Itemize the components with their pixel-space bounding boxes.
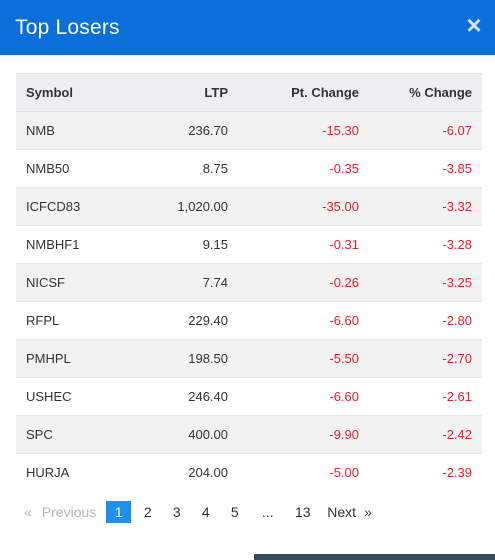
table-row: NMBHF1 9.15 -0.31 -3.28 — [16, 225, 482, 264]
cell-pct-change: -3.85 — [442, 161, 472, 176]
column-header-symbol[interactable]: Symbol — [16, 73, 137, 112]
next-page-button[interactable]: Next » — [327, 504, 372, 520]
cell-pt-change: -5.50 — [329, 351, 359, 366]
table-row: USHEC 246.40 -6.60 -2.61 — [16, 377, 482, 416]
cell-pct-change: -2.42 — [442, 427, 472, 442]
pagination: « Previous 1 2 3 4 5 ... 13 Next » — [24, 500, 372, 524]
cell-symbol: ICFCD83 — [26, 199, 81, 214]
previous-label: Previous — [41, 504, 97, 520]
column-header-pct-change[interactable]: % Change — [359, 73, 482, 112]
cell-pct-change: -2.39 — [442, 465, 472, 481]
page-button-2[interactable]: 2 — [143, 504, 152, 520]
table-header-row: Symbol LTP Pt. Change % Change — [16, 73, 482, 112]
table-row: SPC 400.00 -9.90 -2.42 — [16, 415, 482, 454]
cell-ltp: 400.00 — [188, 427, 228, 442]
cell-pct-change: -6.07 — [442, 123, 472, 138]
cell-symbol: HURJA — [26, 465, 70, 481]
close-icon[interactable]: × — [466, 10, 482, 40]
losers-table: Symbol LTP Pt. Change % Change NMB 236.7… — [16, 73, 482, 492]
cell-pt-change: -15.30 — [322, 123, 359, 138]
cell-pt-change: -9.90 — [329, 427, 359, 442]
double-chevron-right-icon: » — [364, 504, 372, 520]
next-label: Next — [327, 504, 357, 520]
cell-ltp: 8.75 — [202, 161, 228, 176]
pagination-ellipsis: ... — [261, 504, 274, 520]
cell-ltp: 236.70 — [188, 123, 228, 138]
page-button-1[interactable]: 1 — [106, 501, 132, 523]
cell-ltp: 246.40 — [188, 389, 228, 404]
cell-pt-change: -35.00 — [322, 199, 359, 214]
cell-pt-change: -6.60 — [329, 389, 359, 404]
table-row: RFPL 229.40 -6.60 -2.80 — [16, 301, 482, 340]
cell-ltp: 198.50 — [188, 351, 228, 366]
cell-pct-change: -2.61 — [442, 389, 472, 404]
cell-pt-change: -0.35 — [329, 161, 359, 176]
page-button-3[interactable]: 3 — [172, 504, 181, 520]
page-button-13[interactable]: 13 — [294, 504, 311, 520]
cell-pct-change: -2.80 — [442, 313, 472, 328]
table-row: PMHPL 198.50 -5.50 -2.70 — [16, 339, 482, 378]
bottom-strip-light — [0, 554, 254, 560]
modal-header: Top Losers × — [0, 0, 495, 55]
cell-pct-change: -3.32 — [442, 199, 472, 214]
bottom-edge-strip — [0, 554, 495, 560]
cell-ltp: 9.15 — [202, 237, 228, 252]
cell-pct-change: -3.25 — [442, 275, 472, 290]
column-header-ltp[interactable]: LTP — [137, 73, 230, 112]
cell-symbol: NMBHF1 — [26, 237, 80, 252]
table-row: NMB 236.70 -15.30 -6.07 — [16, 111, 482, 150]
table-row: NMB50 8.75 -0.35 -3.85 — [16, 149, 482, 188]
table-row: HURJA 204.00 -5.00 -2.39 — [16, 453, 482, 492]
cell-pt-change: -0.31 — [329, 237, 359, 252]
cell-symbol: USHEC — [26, 389, 72, 404]
cell-pt-change: -6.60 — [329, 313, 359, 328]
cell-ltp: 7.74 — [202, 275, 228, 290]
table-row: NICSF 7.74 -0.26 -3.25 — [16, 263, 482, 302]
double-chevron-left-icon: « — [24, 504, 32, 520]
cell-symbol: NICSF — [26, 275, 65, 290]
cell-ltp: 204.00 — [188, 465, 228, 481]
losers-table-container: Symbol LTP Pt. Change % Change NMB 236.7… — [16, 73, 482, 492]
cell-pt-change: -5.00 — [329, 465, 359, 481]
cell-symbol: SPC — [26, 427, 53, 442]
previous-page-button[interactable]: « Previous — [24, 504, 96, 520]
bottom-strip-dark — [254, 554, 495, 560]
page-button-4[interactable]: 4 — [201, 504, 210, 520]
page-button-5[interactable]: 5 — [230, 504, 239, 520]
cell-pt-change: -0.26 — [329, 275, 359, 290]
cell-ltp: 1,020.00 — [177, 199, 228, 214]
cell-pct-change: -2.70 — [442, 351, 472, 366]
cell-ltp: 229.40 — [188, 313, 228, 328]
cell-symbol: NMB — [26, 123, 55, 138]
modal-title: Top Losers — [15, 15, 120, 39]
cell-symbol: PMHPL — [26, 351, 71, 366]
table-row: ICFCD83 1,020.00 -35.00 -3.32 — [16, 187, 482, 226]
cell-symbol: NMB50 — [26, 161, 70, 176]
cell-symbol: RFPL — [26, 313, 60, 328]
column-header-pt-change[interactable]: Pt. Change — [230, 73, 359, 112]
cell-pct-change: -3.28 — [442, 237, 472, 252]
